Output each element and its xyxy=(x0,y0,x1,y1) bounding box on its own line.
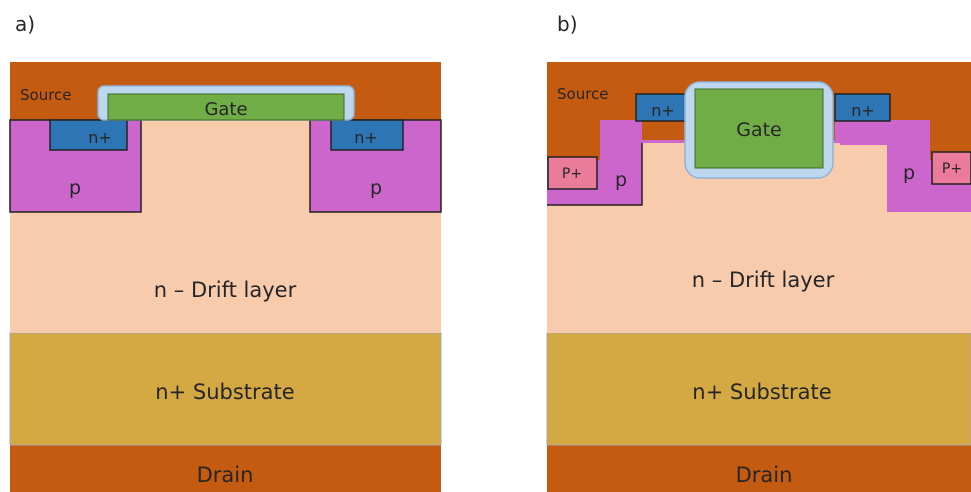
gate-label: Gate xyxy=(736,119,782,141)
n-plus-right-label: n+ xyxy=(354,128,378,147)
drain-label: Drain xyxy=(736,463,793,487)
n-plus-right xyxy=(834,93,891,122)
panel-b-label: b) xyxy=(557,12,578,36)
drain-layer xyxy=(10,445,441,492)
substrate-layer xyxy=(9,332,442,446)
substrate-label: n+ Substrate xyxy=(692,380,831,404)
source-label: Source xyxy=(557,85,609,103)
drift-label: n – Drift layer xyxy=(154,278,297,302)
n-plus-left xyxy=(635,93,689,122)
drift-label: n – Drift layer xyxy=(692,268,835,292)
drain-layer xyxy=(547,445,971,492)
n-plus-left-label: n+ xyxy=(651,101,675,120)
n-plus-left-label: n+ xyxy=(88,128,112,147)
panel-a: a) Drain n+ Substrate n – Drift layer So… xyxy=(9,12,442,492)
gate-label: Gate xyxy=(204,99,247,120)
gate-electrode xyxy=(107,93,345,121)
p-body-left-label: p xyxy=(69,177,81,199)
p-body-right-label: p xyxy=(370,177,382,199)
p-plus-right xyxy=(931,151,971,185)
p-body-right-label: p xyxy=(903,162,915,184)
p-body xyxy=(547,120,971,212)
p-body-left-label: p xyxy=(615,169,627,191)
substrate-layer xyxy=(546,332,971,446)
drain-label: Drain xyxy=(197,463,254,487)
p-plus-left xyxy=(547,156,598,190)
n-plus-right xyxy=(330,119,404,151)
panel-b: b) Drain n+ Substrate n – Drift layer So… xyxy=(546,12,971,492)
p-plus-right-label: P+ xyxy=(942,161,962,177)
n-plus-left xyxy=(49,119,128,151)
p-plus-left-label: P+ xyxy=(562,166,582,182)
gate-electrode xyxy=(694,88,824,169)
panel-a-label: a) xyxy=(15,12,35,36)
substrate-label: n+ Substrate xyxy=(155,380,294,404)
source-label: Source xyxy=(20,86,72,104)
n-plus-right-label: n+ xyxy=(851,101,875,120)
